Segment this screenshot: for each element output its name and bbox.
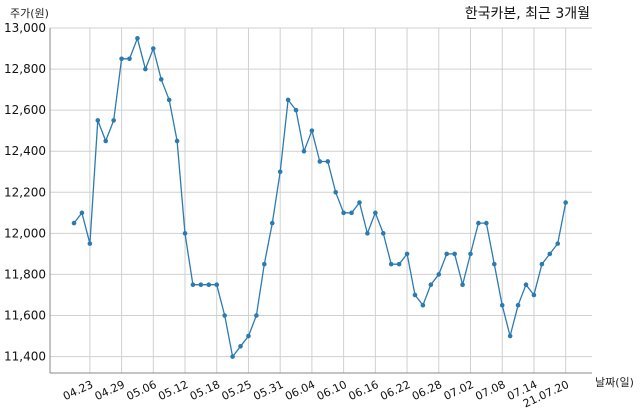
x-tick-label: 06.28 [410,378,444,403]
x-tick-label: 06.22 [378,378,412,403]
data-point [357,200,362,205]
y-tick-label: 12,800 [4,62,46,76]
data-point [388,261,394,267]
data-point [373,210,378,216]
data-point [317,159,323,164]
data-point [428,282,434,287]
data-point [396,261,402,267]
data-point [214,282,220,287]
data-point [523,282,529,287]
data-point [460,282,465,287]
data-point [238,344,243,349]
x-tick-label: 06.16 [347,378,381,403]
data-point [420,302,426,308]
x-tick-label: 05.18 [188,378,222,403]
data-point [111,118,116,123]
chart-title: 한국카본, 최근 3개월 [465,6,590,22]
data-point [325,159,331,164]
y-tick-label: 12,000 [4,226,46,240]
data-point [484,220,489,226]
data-point [262,261,267,267]
data-point [468,251,473,257]
data-point [563,200,568,205]
x-tick-label: 05.12 [156,378,190,403]
series [71,35,568,359]
data-point [158,77,164,82]
data-point [182,231,188,236]
data-point [436,272,442,277]
data-point [190,282,196,287]
data-point [95,118,101,123]
y-tick-label: 12,400 [4,144,46,158]
data-point [365,231,370,236]
y-ticks: 11,400 11,600 11,800 12,000 12,200 12,400 12,6… [4,21,46,364]
data-point [507,333,513,339]
x-tick-label: 06.04 [283,378,317,403]
data-point [555,241,561,246]
data-point [143,66,148,72]
data-point [293,107,299,113]
data-point [246,333,251,339]
data-point [79,210,85,216]
data-point [254,313,259,318]
data-point [476,220,481,226]
data-point [103,138,109,144]
data-point [491,261,497,267]
y-tick-label: 12,600 [4,103,46,117]
x-tick-label: 07.02 [442,378,476,403]
x-tick-label: 05.31 [251,378,285,403]
data-point [452,251,457,257]
data-point [309,128,315,133]
grid [50,27,592,373]
y-tick-label: 13,000 [4,21,46,35]
data-point [277,169,283,175]
y-axis-label: 주가(원) [10,7,49,20]
price-line [73,36,567,359]
data-point [206,282,212,287]
data-point [71,220,77,226]
data-point [301,148,307,154]
y-tick-label: 11,600 [4,309,46,323]
data-point [198,282,204,287]
x-tick-label: 04.29 [93,378,127,403]
data-point [222,313,227,318]
data-point [349,210,354,216]
x-tick-label: 05.25 [220,378,254,403]
data-point [87,241,93,246]
data-point [151,46,156,51]
data-point [515,302,521,308]
data-point [341,210,346,216]
y-tick-label: 12,200 [4,185,46,199]
data-point [444,251,450,257]
axes [49,28,592,374]
data-point [230,354,235,359]
data-point [547,251,553,257]
y-tick-label: 11,800 [4,267,46,281]
data-point [285,97,291,103]
data-point [166,97,172,103]
data-point [531,292,537,298]
x-axis-label: 날짜(일) [595,375,634,389]
data-point [333,189,338,195]
data-point [539,261,545,267]
data-point [380,231,386,236]
data-point [269,220,275,226]
y-tick-label: 11,400 [4,350,46,364]
x-tick-label: 06.10 [315,378,349,403]
data-point [127,56,132,62]
data-point [499,302,505,308]
x-ticks: 04.2304.2905.0605.1205.1805.2505.3106.04… [61,378,571,410]
data-point [404,251,410,257]
x-tick-label: 04.23 [61,378,95,403]
x-tick-label: 07.08 [473,378,507,403]
data-point [135,35,140,41]
data-point [412,292,418,298]
data-point [119,56,124,62]
x-tick-label: 05.06 [125,378,159,403]
data-point [174,138,180,144]
